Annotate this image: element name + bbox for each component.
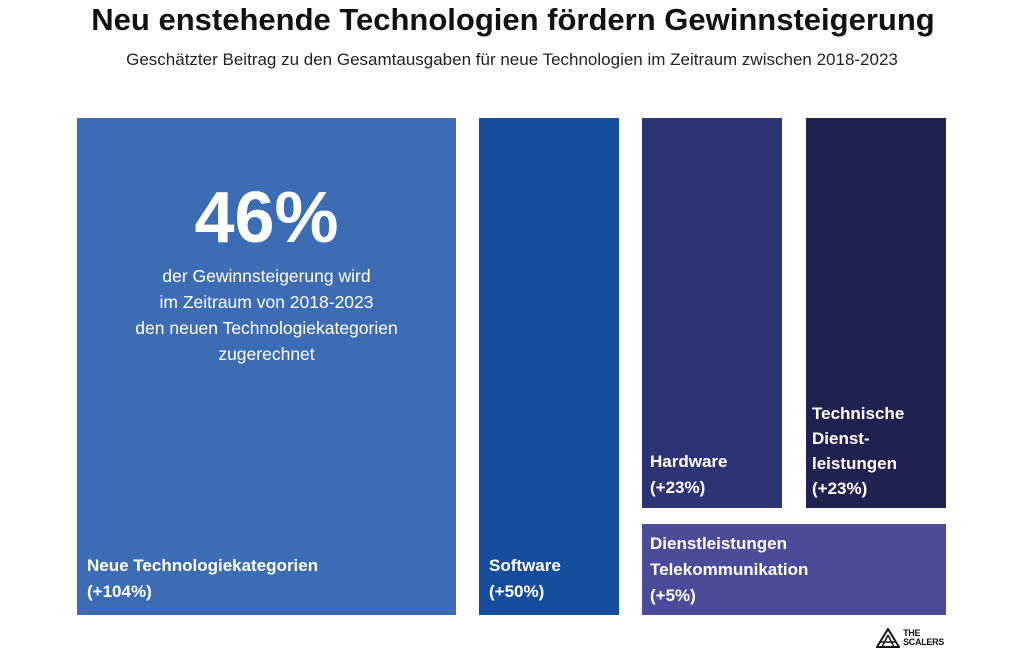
highlight-description-line: der Gewinnsteigerung wird: [162, 266, 371, 286]
tile-neue-technologiekategorien: 46% der Gewinnsteigerung wird im Zeitrau…: [77, 118, 456, 615]
highlight-description-line: zugerechnet: [218, 344, 315, 364]
highlight-description-line: im Zeitraum von 2018-2023: [159, 292, 374, 312]
tile-label-line: Technische: [812, 404, 905, 423]
highlight-description-line: den neuen Technologiekategorien: [135, 318, 398, 338]
highlight-value: 46%: [194, 178, 339, 258]
tile-value-label: (+23%): [650, 478, 706, 497]
logo-text: THE SCALERS: [903, 629, 944, 647]
chart-title: Neu enstehende Technologien fördern Gewi…: [91, 2, 935, 37]
logo-text-line: THE: [903, 628, 921, 638]
tile-label-line: Dienstleistungen: [650, 534, 787, 553]
tile-label-line: Telekommunikation: [650, 560, 809, 579]
tile-value-label: (+104%): [87, 582, 152, 601]
scalers-logo-icon: [876, 628, 901, 648]
tile-label-line: Neue Technologiekategorien: [87, 556, 319, 575]
tile-label: Neue Technologiekategorien (+104%): [87, 553, 318, 605]
tile-value-label: (+23%): [812, 479, 868, 498]
tile-label-line: Hardware: [650, 452, 728, 471]
highlight-description: der Gewinnsteigerung wird im Zeitraum vo…: [77, 263, 456, 367]
tile-software: Software (+50%): [479, 118, 619, 615]
the-scalers-logo: THE SCALERS: [876, 628, 944, 648]
tile-label: Software (+50%): [489, 553, 561, 605]
tile-label: Hardware (+23%): [650, 449, 727, 501]
tile-dienstleistungen-telekommunikation: Dienstleistungen Telekommunikation (+5%): [642, 524, 946, 615]
tile-label-line: Dienst-: [812, 429, 870, 448]
tile-value-label: (+5%): [650, 586, 696, 605]
tile-label: Dienstleistungen Telekommunikation (+5%): [650, 531, 808, 609]
logo-text-line: SCALERS: [903, 637, 944, 647]
tile-hardware: Hardware (+23%): [642, 118, 782, 508]
tile-label: Technische Dienst- leistungen (+23%): [812, 401, 904, 501]
tile-technische-dienstleistungen: Technische Dienst- leistungen (+23%): [806, 118, 946, 508]
tile-value-label: (+50%): [489, 582, 545, 601]
chart-subtitle: Geschätzter Beitrag zu den Gesamtausgabe…: [126, 50, 898, 69]
tile-label-line: Software: [489, 556, 561, 575]
tile-label-line: leistungen: [812, 454, 898, 473]
